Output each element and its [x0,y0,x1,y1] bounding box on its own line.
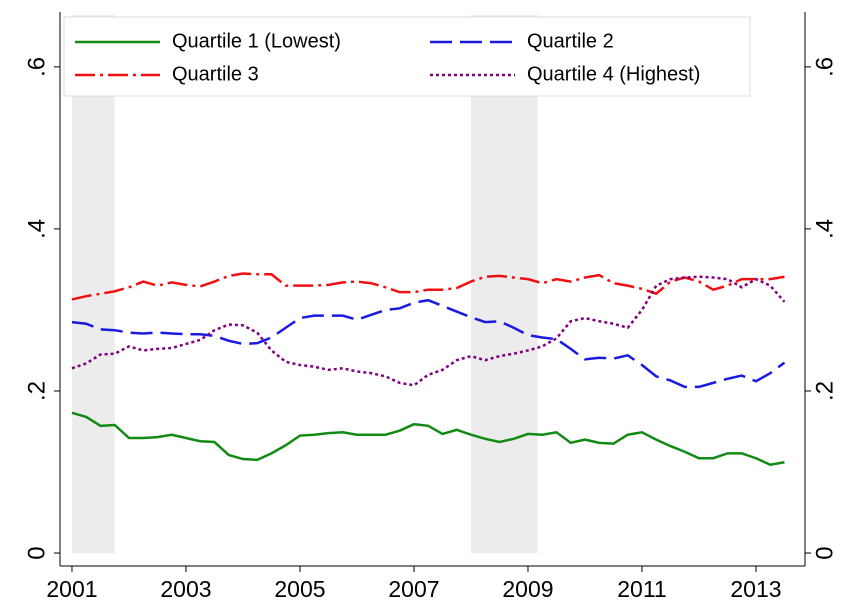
y2-tick-label: 0 [811,546,838,559]
legend-box [63,16,751,97]
y-tick-label: .4 [23,219,50,239]
x-tick-label: 2009 [502,576,553,602]
shaded-period [71,15,115,554]
x-tick-label: 2005 [274,576,325,602]
series-line [71,298,786,389]
x-tick-label: 2013 [730,576,781,602]
shaded-period [470,15,538,554]
legend-label: Quartile 3 [172,63,259,85]
y-tick-label: .6 [23,57,50,77]
y2-tick-label: .6 [811,57,838,77]
x-tick-label: 2011 [617,576,666,602]
y-tick-label: 0 [23,546,50,559]
x-tick-label: 2003 [160,576,211,602]
y2-tick-label: .2 [811,381,838,401]
legend-label: Quartile 4 (Highest) [527,63,700,85]
y-tick-label: .2 [23,381,50,401]
series-line [71,411,785,467]
legend-label: Quartile 1 (Lowest) [172,30,341,52]
legend-label: Quartile 2 [527,30,614,52]
y2-tick-label: .4 [811,219,838,239]
series-line [71,275,786,387]
series-line [71,272,785,301]
x-tick-label: 2007 [388,576,439,602]
x-tick-label: 2001 [46,576,97,602]
